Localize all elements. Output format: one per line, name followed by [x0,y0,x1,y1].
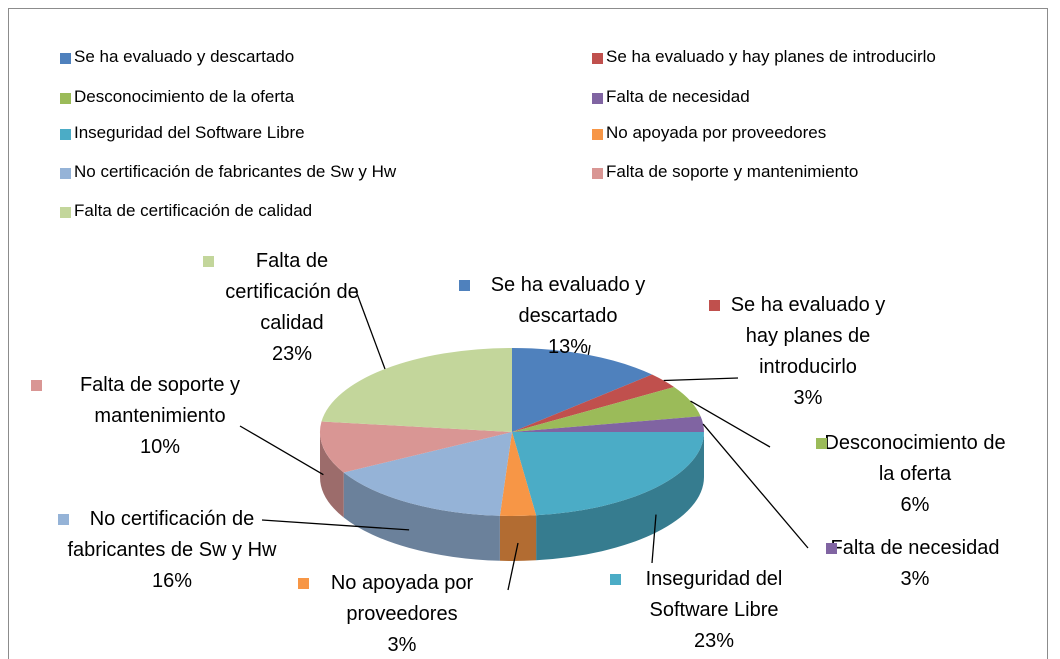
data-label-swatch [826,543,837,554]
slice [321,348,512,432]
slice-side [319,432,344,518]
slice [512,432,704,516]
data-label-name: Falta de soporte y mantenimiento [79,374,241,427]
legend-swatch [592,93,603,104]
leader-line [261,519,410,531]
legend-label: Falta de certificación de calidad [74,201,313,220]
data-label-name: Se ha evaluado y descartado [490,274,646,327]
slice [512,374,675,432]
legend-swatch [592,53,603,64]
leader-line [587,344,591,356]
data-label-swatch [31,380,42,391]
legend-swatch [60,93,71,104]
legend-swatch [60,129,71,140]
legend-label: Desconocimiento de la oferta [74,87,295,106]
legend-swatch [592,129,603,140]
legend-swatch [60,168,71,179]
data-label-value: 16% [151,570,193,592]
slice [512,387,701,432]
slice-side [499,515,537,561]
data-label-value: 3% [387,634,417,656]
slice [319,421,512,473]
data-label-value: 3% [793,387,823,409]
data-label-value: 23% [693,630,735,652]
legend-swatch [60,53,71,64]
leader-line [355,290,386,370]
leader-line [507,542,519,591]
data-label-name: Se ha evaluado y hay planes de introduci… [730,294,886,378]
data-label-swatch [203,256,214,267]
data-label-name: Desconocimiento de la oferta [824,432,1006,485]
legend-label: Falta de soporte y mantenimiento [606,162,859,181]
legend-label: Falta de necesidad [606,87,750,106]
leader-line [690,400,771,448]
data-label-swatch [58,514,69,525]
legend-label: No certificación de fabricantes de Sw y … [74,162,397,181]
data-label-name: Inseguridad del Software Libre [645,568,783,621]
slice [343,432,512,516]
legend-label: No apoyada por proveedores [606,123,827,142]
leader-line [239,425,324,476]
data-label-name: No apoyada por proveedores [330,572,474,625]
data-label-name: Falta de certificación de calidad [225,250,359,334]
data-label-swatch [709,300,720,311]
data-label-swatch [816,438,827,449]
data-label-value: 6% [900,494,930,516]
data-label-value: 13% [547,336,589,358]
slice [512,348,652,432]
legend-label: Se ha evaluado y hay planes de introduci… [606,47,936,66]
data-label-swatch [298,578,309,589]
leader-line [663,377,739,382]
slice-side [343,472,500,561]
leader-line [702,423,809,549]
slice-side [536,432,704,561]
legend-label: Inseguridad del Software Libre [74,123,305,142]
slice [512,416,704,432]
slice [499,432,537,516]
legend-swatch [60,207,71,218]
legend-label: Se ha evaluado y descartado [74,47,295,66]
chart-frame [8,8,1048,659]
data-label-name: No certificación de fabricantes de Sw y … [67,508,277,561]
data-label-name: Falta de necesidad [830,537,1000,559]
legend-swatch [592,168,603,179]
leader-line [651,514,657,564]
data-label-value: 10% [139,436,181,458]
data-label-swatch [459,280,470,291]
data-label-swatch [610,574,621,585]
data-label-value: 23% [271,343,313,365]
data-label-value: 3% [900,568,930,590]
